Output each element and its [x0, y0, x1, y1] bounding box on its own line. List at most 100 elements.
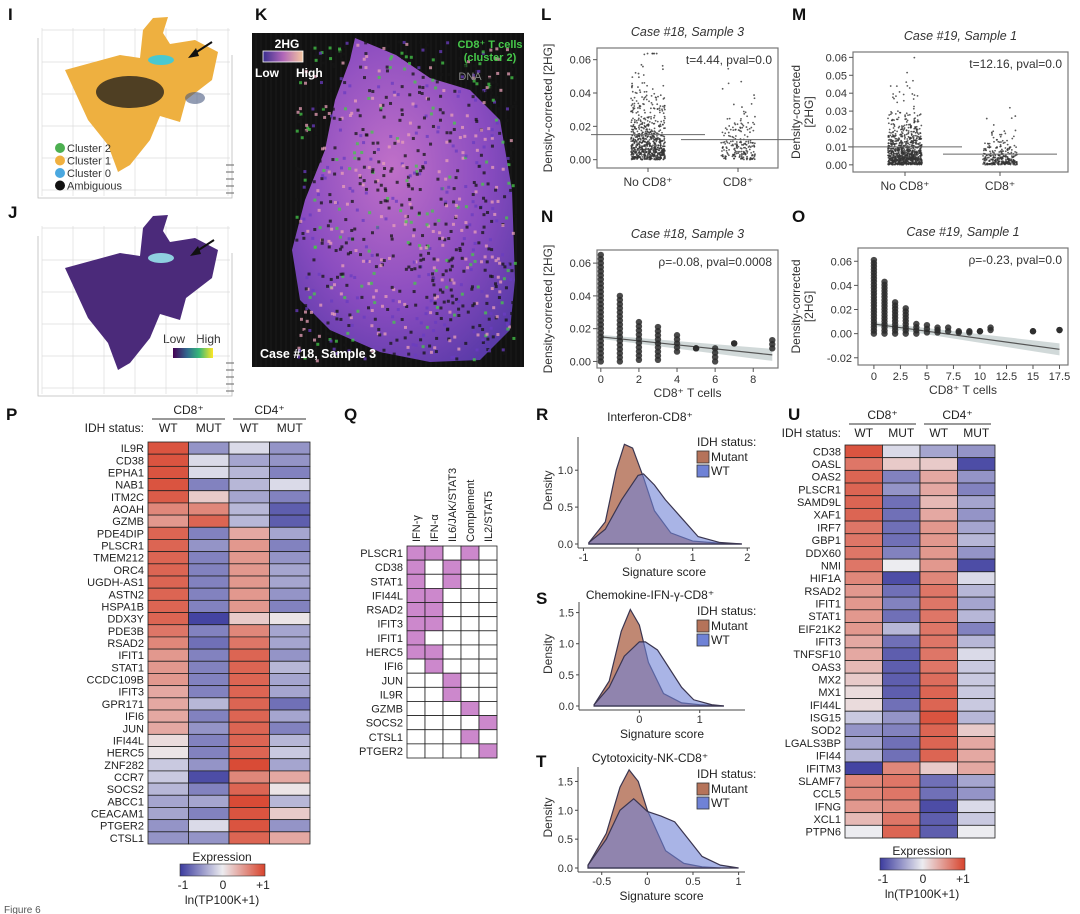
- data-point: [652, 52, 654, 55]
- pixel-dot: [431, 272, 435, 276]
- legend-swatch: [696, 464, 710, 478]
- pixel-dot: [303, 83, 307, 87]
- data-point: [897, 144, 900, 147]
- heatmap-cell: [269, 782, 311, 796]
- row-label: IL9R: [121, 443, 144, 455]
- pixel-dot: [345, 300, 349, 304]
- data-point: [897, 160, 900, 163]
- data-point: [891, 149, 893, 152]
- pixel-dot: [393, 141, 397, 145]
- data-point: [655, 140, 658, 143]
- heatmap-cell: [147, 465, 189, 479]
- data-point: [637, 142, 640, 145]
- data-point: [662, 147, 665, 150]
- heatmap-cell: [188, 551, 230, 565]
- data-point: [630, 158, 633, 161]
- data-point: [918, 127, 921, 130]
- data-point: [991, 134, 993, 136]
- data-point: [904, 144, 907, 147]
- pixel-dot: [429, 311, 433, 315]
- pixel-dot: [331, 107, 335, 111]
- pixel-dot: [412, 228, 416, 232]
- pixel-dot: [458, 90, 462, 94]
- pixel-dot: [504, 138, 508, 142]
- pixel-dot: [425, 223, 429, 227]
- heatmap-cell: [147, 782, 189, 796]
- pixel-dot: [374, 265, 378, 269]
- y-tick-label: 0.05: [826, 70, 847, 82]
- data-point: [905, 133, 908, 136]
- data-point: [903, 153, 906, 155]
- pixel-dot: [452, 281, 456, 285]
- heatmap-cell: [919, 660, 958, 674]
- row-label: NAB1: [115, 480, 144, 492]
- pixel-dot: [510, 67, 514, 71]
- pixel-dot: [510, 269, 514, 273]
- data-point: [642, 137, 645, 140]
- data-point: [646, 154, 649, 157]
- data-point: [914, 141, 917, 144]
- data-point: [1011, 155, 1013, 157]
- pixel-dot: [445, 285, 449, 289]
- pixel-dot: [400, 203, 404, 207]
- heatmap-cell: [957, 571, 996, 585]
- heatmap-cell: [228, 636, 270, 650]
- data-point: [643, 109, 646, 112]
- y-axis-label: Density: [541, 634, 555, 674]
- data-point: [906, 149, 908, 152]
- pixel-dot: [512, 336, 516, 340]
- heatmap-cell: [269, 539, 311, 553]
- pixel-dot: [414, 104, 418, 108]
- data-point: [653, 52, 656, 55]
- heatmap-cell: [228, 733, 270, 747]
- data-point: [724, 132, 727, 135]
- pixel-dot: [496, 199, 500, 203]
- data-point: [905, 162, 908, 165]
- pixel-dot: [477, 53, 481, 57]
- data-point: [737, 152, 740, 154]
- chart-title: Interferon-CD8⁺: [607, 410, 693, 424]
- data-point: [890, 123, 893, 126]
- pixel-dot: [445, 131, 449, 135]
- pixel-dot: [339, 77, 343, 81]
- data-point: [896, 118, 899, 121]
- data-point: [907, 130, 910, 132]
- data-point: [900, 150, 903, 153]
- heatmap-cell: [269, 770, 311, 784]
- pixel-dot: [451, 222, 455, 226]
- data-point: [740, 141, 743, 144]
- pixel-dot: [404, 55, 408, 59]
- heatmap-cell: [844, 584, 883, 598]
- data-point: [893, 119, 895, 122]
- colorbar-low-label: Low: [163, 332, 185, 346]
- data-point: [1014, 129, 1017, 132]
- pixel-dot: [348, 84, 352, 88]
- pixel-dot: [474, 134, 478, 138]
- pixel-dot: [403, 67, 407, 71]
- stat-annotation: t=4.44, pval=0.0: [686, 53, 772, 67]
- data-point: [999, 145, 1002, 148]
- pixel-dot: [486, 210, 490, 214]
- data-point: [653, 145, 656, 148]
- pixel-dot: [404, 267, 408, 271]
- heatmap-cell: [147, 709, 189, 723]
- pixel-dot: [345, 202, 349, 206]
- heatmap-cell: [919, 761, 958, 776]
- membership-cell: [460, 701, 480, 717]
- data-point: [736, 147, 739, 149]
- pixel-dot: [445, 140, 449, 144]
- pixel-dot: [410, 268, 414, 272]
- pixel-dot: [467, 103, 471, 107]
- data-point: [895, 152, 898, 155]
- plot-frame: [596, 249, 779, 369]
- pixel-dot: [355, 208, 359, 212]
- data-point: [637, 118, 640, 121]
- data-point: [984, 147, 987, 150]
- data-point: [899, 133, 902, 136]
- data-point: [890, 157, 893, 160]
- data-point: [983, 147, 986, 150]
- stat-annotation: ρ=-0.23, pval=0.0: [968, 253, 1062, 267]
- heatmap-p: IL9RCD38EPHA1NAB1ITM2CAOAHGZMBPDE4DIPPLS…: [85, 403, 311, 907]
- heatmap-cell: [882, 609, 921, 623]
- heatmap-cell: [882, 660, 921, 674]
